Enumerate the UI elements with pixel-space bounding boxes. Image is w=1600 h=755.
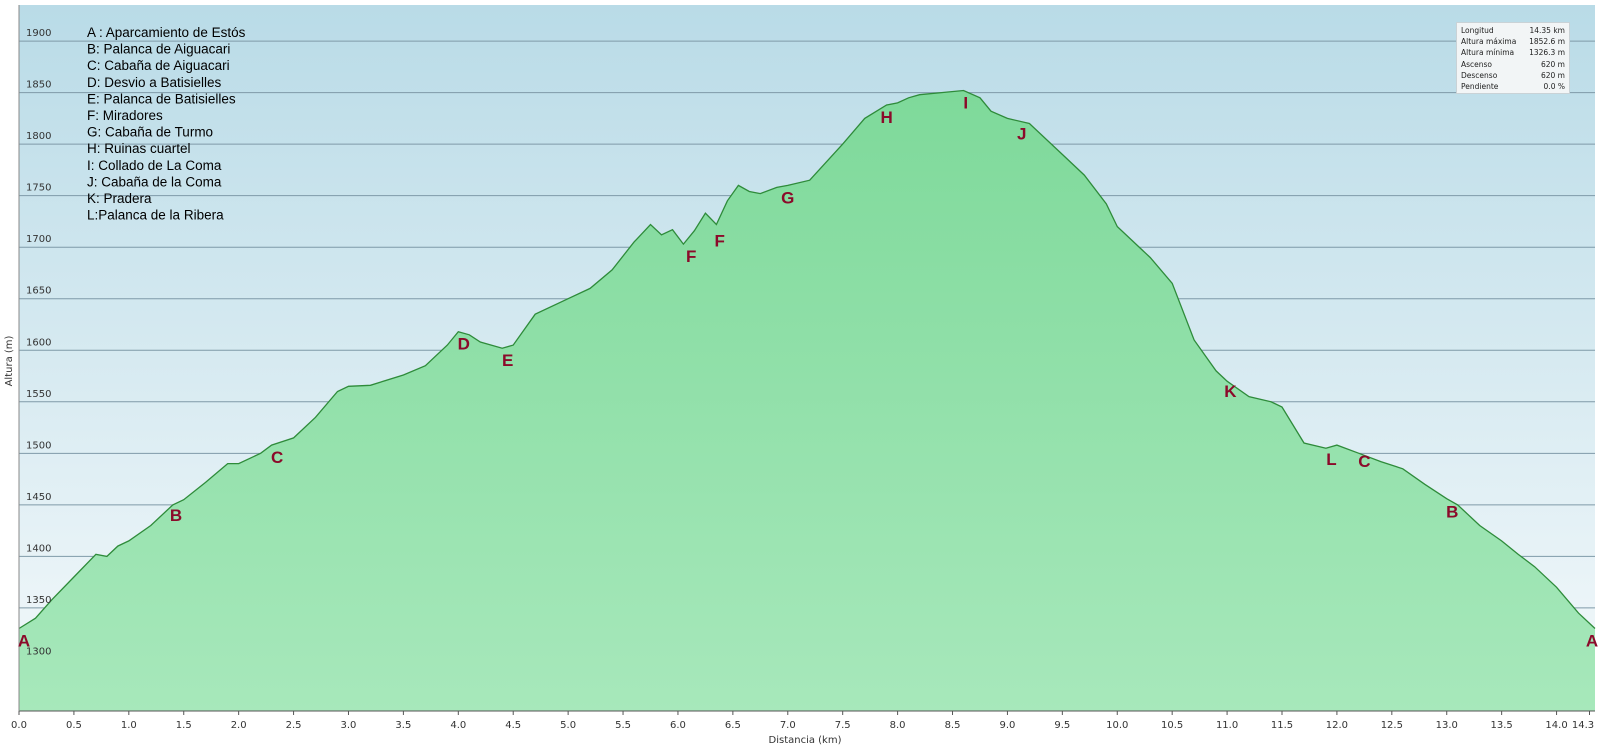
x-tick-label: 4.5 [505,720,521,731]
stats-label: Descenso [1461,70,1498,80]
legend-entry: H: Ruinas cuartel [87,141,191,156]
stats-value: 0.0 % [1543,81,1565,91]
y-tick-label: 1450 [26,492,51,503]
track-stats-box: Longitud 14.35 km Altura máxima 1852.6 m Alt… [1456,22,1570,94]
legend-entry: L:Palanca de la Ribera [87,208,224,223]
waypoint-label: F [686,247,696,266]
x-tick-label: 0.5 [66,720,82,731]
waypoint-label: J [1017,124,1026,143]
waypoint-legend: A : Aparcamiento de Estós B: Palanca de A… [87,25,246,223]
legend-entry: F: Miradores [87,108,163,123]
waypoint-label: G [781,188,794,207]
stats-value: 620 m [1540,70,1565,80]
legend-entry: A : Aparcamiento de Estós [87,25,246,40]
stats-label: Pendiente [1461,81,1499,91]
y-tick-label: 1500 [26,440,51,451]
x-tick-label: 5.5 [615,720,631,731]
x-tick-label: 11.0 [1216,720,1238,731]
x-tick-labels: 0.0 0.5 1.0 1.5 2.0 2.5 3.0 3.5 4.0 4.5 5.0 5.5 6.0 6… [11,711,1594,731]
y-tick-label: 1600 [26,337,51,348]
legend-entry: J: Cabaña de la Coma [87,174,222,189]
x-tick-label: 7.0 [780,720,796,731]
y-tick-label: 1700 [26,234,51,245]
y-tick-label: 1550 [26,389,51,400]
x-tick-label: 11.5 [1271,720,1293,731]
stats-value: 1852.6 m [1529,37,1565,47]
x-tick-label: 5.0 [560,720,576,731]
legend-entry: I: Collado de La Coma [87,158,222,173]
waypoint-label: A [1586,632,1598,651]
x-tick-label: 10.5 [1161,720,1183,731]
stats-row: Pendiente 0.0 % [1461,81,1565,92]
legend-entry: C: Cabaña de Aiguacari [87,58,230,73]
stats-label: Altura máxima [1461,37,1517,47]
x-tick-label: 12.0 [1326,720,1348,731]
waypoint-label: B [170,506,182,525]
waypoint-label: L [1326,450,1336,469]
x-tick-label: 14.0 [1545,720,1567,731]
x-tick-label: 9.5 [1054,720,1070,731]
x-tick-label: 13.5 [1491,720,1513,731]
x-tick-label: 1.5 [176,720,192,731]
waypoint-label: I [963,94,968,113]
y-tick-label: 1400 [26,543,51,554]
stats-label: Altura mínima [1461,48,1515,58]
x-tick-label: 3.0 [341,720,357,731]
y-tick-label: 1750 [26,183,51,194]
x-tick-label: 12.5 [1381,720,1403,731]
waypoint-label: E [502,351,513,370]
stats-value: 620 m [1540,59,1565,69]
legend-entry: B: Palanca de Aiguacari [87,42,230,57]
stats-label: Longitud [1461,26,1494,35]
stats-label: Ascenso [1461,59,1493,69]
elevation-line [18,89,1596,630]
x-tick-label: 9.0 [999,720,1015,731]
stats-row: Altura máxima 1852.6 m [1461,36,1565,47]
y-tick-labels: 1300 1350 1400 1450 1500 1550 1600 1650 1700 1750… [26,28,51,657]
x-tick-label: 3.5 [395,720,411,731]
elevation-area [19,90,1595,711]
stats-value: 1326.3 m [1529,48,1565,58]
stats-row: Altura mínima 1326.3 m [1461,47,1565,58]
legend-entry: K: Pradera [87,191,152,206]
waypoint-label: C [271,448,283,467]
x-tick-label: 7.5 [835,720,851,731]
x-tick-label: 13.0 [1436,720,1458,731]
legend-entry: G: Cabaña de Turmo [87,125,213,140]
x-tick-label: 6.0 [670,720,686,731]
y-tick-label: 1800 [26,131,51,142]
legend-entry: E: Palanca de Batisielles [87,91,236,106]
x-tick-label: 4.0 [450,720,466,731]
x-tick-label: 6.5 [725,720,741,731]
x-tick-label: 8.5 [945,720,961,731]
x-axis-title: Distancia (km) [769,735,842,746]
x-tick-label: 0.0 [11,720,27,731]
y-axis-title: Altura (m) [4,335,15,386]
y-tick-label: 1850 [26,80,51,91]
stats-value: 14.35 km [1529,26,1565,35]
waypoint-label: C [1358,452,1370,471]
legend-entry: D: Desvio a Batisielles [87,75,222,90]
x-tick-label: 8.0 [890,720,906,731]
x-tick-label: 14.3 [1572,720,1594,731]
y-tick-label: 1350 [26,595,51,606]
waypoint-label: H [880,108,892,127]
y-tick-label: 1650 [26,286,51,297]
waypoint-label: B [1446,503,1458,522]
stats-row: Longitud 14.35 km [1461,25,1565,36]
x-tick-label: 10.0 [1106,720,1128,731]
waypoint-labels: A B C D E FF G H I J K L C B A [18,94,1598,651]
x-tick-label: 2.5 [286,720,302,731]
waypoint-label: A [18,632,30,651]
waypoint-label: D [458,335,470,354]
x-tick-label: 2.0 [231,720,247,731]
waypoint-label: K [1224,382,1237,401]
stats-row: Descenso 620 m [1461,70,1565,81]
x-tick-label: 1.0 [121,720,137,731]
y-tick-label: 1300 [26,646,51,657]
waypoint-label: F [714,232,724,251]
y-tick-label: 1900 [26,28,51,39]
stats-row: Ascenso 620 m [1461,59,1565,70]
